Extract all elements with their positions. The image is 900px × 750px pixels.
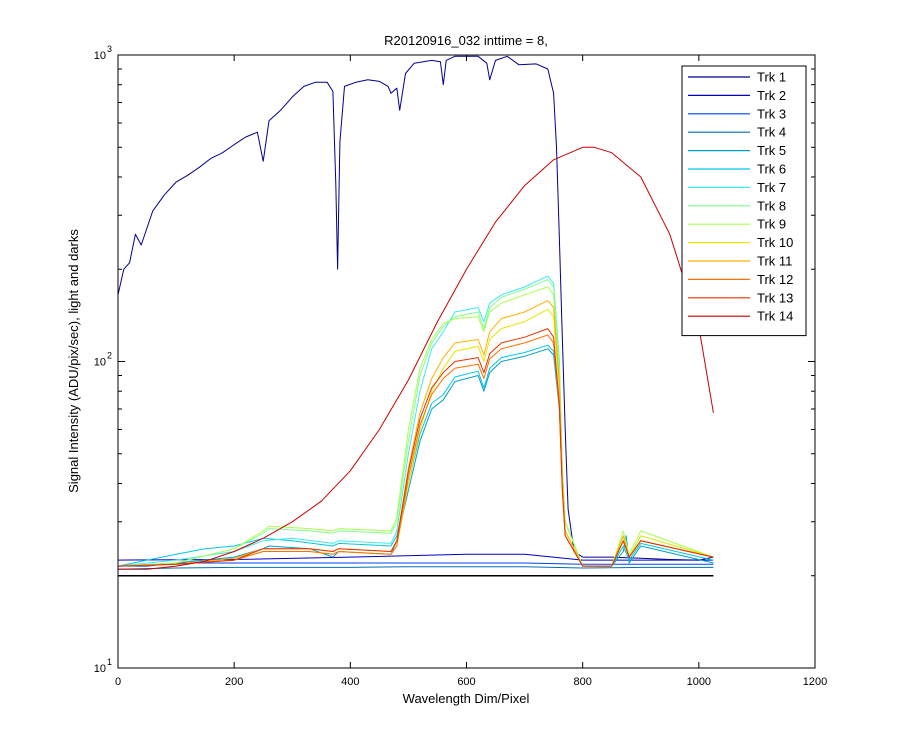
x-tick-label: 600 [457,676,475,688]
chart-title: R20120916_032 inttime = 8, [384,33,548,48]
series-layer [117,55,714,577]
legend-label-trk-7: Trk 7 [757,180,786,195]
y-tick-label: 10 [94,50,106,62]
legend-label-trk-6: Trk 6 [757,162,786,177]
legend-label-trk-10: Trk 10 [757,235,793,250]
legend-box [681,65,807,337]
series-line-trk-2 [117,553,714,561]
y-tick-exponent: 1 [107,657,112,667]
x-tick-label: 0 [115,676,121,688]
legend-label-trk-3: Trk 3 [757,106,786,121]
y-tick-exponent: 3 [107,44,112,54]
legend-label-trk-11: Trk 11 [757,254,792,269]
legend-label-trk-9: Trk 9 [757,217,786,232]
series-line-trk-1 [117,55,714,561]
x-tick-label: 400 [341,676,359,688]
series-line-trk-13 [117,328,714,567]
x-tick-label: 800 [573,676,591,688]
series-line-trk-14 [118,146,714,570]
x-tick-label: 1000 [687,676,711,688]
legend-label-trk-5: Trk 5 [757,143,786,158]
series-line-trk-4 [117,566,714,570]
legend-label-trk-1: Trk 1 [757,70,786,85]
y-tick-label: 10 [94,663,106,675]
x-tick-label: 200 [225,676,243,688]
x-axis: 0 200 400 600 800 1000 1200 [115,55,827,688]
legend-label-trk-13: Trk 13 [757,290,793,305]
x-axis-label: Wavelength Dim/Pixel [403,691,530,706]
y-tick-exponent: 2 [107,351,112,361]
legend: Trk 1 Trk 2 Trk 3 Trk 4 Trk 5 Trk 6 Trk 7 Trk 8… [681,65,807,337]
y-tick-label: 10 [94,357,106,369]
legend-label-trk-8: Trk 8 [757,198,786,213]
legend-label-trk-4: Trk 4 [757,125,786,140]
legend-label-trk-14: Trk 14 [757,309,793,324]
y-axis-label: Signal Intensity (ADU/pix/sec), light an… [66,229,81,493]
x-tick-label: 1200 [803,676,827,688]
legend-label-trk-2: Trk 2 [757,88,786,103]
legend-label-trk-12: Trk 12 [757,272,793,287]
